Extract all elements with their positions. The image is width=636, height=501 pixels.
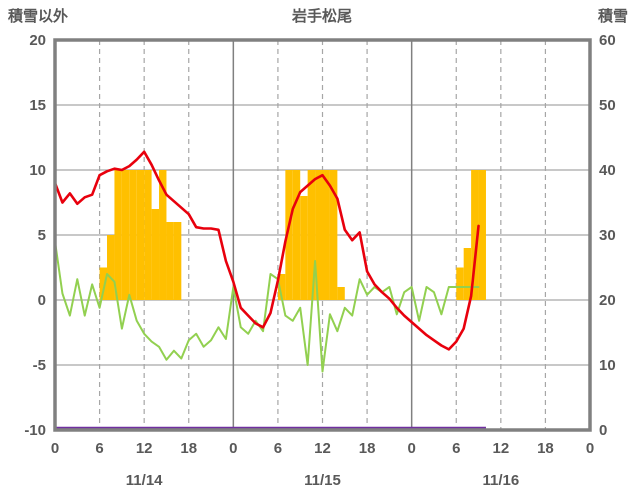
sunshine-bars-bar (337, 287, 345, 300)
right-axis-tick: 20 (599, 292, 616, 309)
x-axis-tick: 18 (180, 440, 197, 457)
right-axis-tick: 10 (599, 357, 616, 374)
sunshine-bars-bar (121, 170, 130, 300)
chart-station-title: 岩手松尾 (291, 8, 353, 25)
x-axis-date-label: 11/16 (482, 472, 519, 489)
temperature-line (53, 150, 480, 351)
left-axis-tick: 10 (29, 162, 46, 179)
x-axis-tick: 0 (586, 440, 594, 457)
green-line (54, 240, 480, 373)
sunshine-bars-bar (292, 170, 301, 300)
x-axis-date-label: 11/15 (304, 472, 341, 489)
sunshine-bars-bar (456, 267, 464, 300)
sunshine-bars-bar (173, 222, 182, 300)
sunshine-bars-bar (285, 170, 293, 300)
x-axis-tick: 6 (274, 440, 282, 457)
left-axis-title: 積雪以外 (8, 8, 69, 25)
x-axis-tick: 18 (537, 440, 554, 457)
sunshine-bars-bar (277, 274, 286, 300)
sunshine-bars-bar (107, 235, 115, 300)
sunshine-bars-bar (151, 209, 160, 300)
plot-frame (53, 38, 592, 432)
sunshine-bars-bar (159, 170, 167, 300)
x-axis-tick: 6 (452, 440, 460, 457)
left-axis-tick: 20 (29, 32, 46, 49)
x-axis-tick: 0 (229, 440, 237, 457)
sunshine-bars-bar (478, 170, 486, 300)
right-axis-tick: 40 (599, 162, 616, 179)
x-axis-tick: 0 (51, 440, 59, 457)
right-axis-tick: 0 (599, 422, 607, 439)
x-axis-tick: 12 (314, 440, 331, 457)
x-axis-tick: 18 (359, 440, 376, 457)
left-axis-tick: -5 (33, 357, 46, 374)
x-axis-tick: 12 (136, 440, 153, 457)
x-axis-tick: 12 (492, 440, 509, 457)
sunshine-bars-bar (329, 170, 338, 300)
right-axis-tick: 30 (599, 227, 616, 244)
left-axis-tick: -10 (24, 422, 46, 439)
left-axis-tick: 0 (38, 292, 46, 309)
right-axis-title: 積雪 (597, 8, 628, 25)
sunshine-bars-bar (144, 170, 152, 300)
sunshine-bars-bar (136, 170, 145, 300)
sunshine-bars-bar (99, 267, 108, 300)
sunshine-bars-bar (307, 170, 316, 300)
left-axis-tick: 5 (38, 227, 46, 244)
sunshine-bars-bar (315, 170, 323, 300)
x-axis-tick: 6 (95, 440, 103, 457)
sunshine-bars-bar (166, 222, 174, 300)
right-axis-tick: 60 (599, 32, 616, 49)
sunshine-bars-bar (129, 170, 137, 300)
x-axis-tick: 0 (407, 440, 415, 457)
sunshine-bars-bar (322, 170, 330, 300)
sunshine-bars-bar (114, 170, 122, 300)
left-axis-tick: 15 (29, 97, 46, 114)
sunshine-bars-bar (463, 248, 472, 300)
sunshine-bars-bar (471, 170, 479, 300)
right-axis-tick: 50 (599, 97, 616, 114)
x-axis-date-label: 11/14 (126, 472, 163, 489)
sunshine-bars-bar (300, 196, 308, 300)
